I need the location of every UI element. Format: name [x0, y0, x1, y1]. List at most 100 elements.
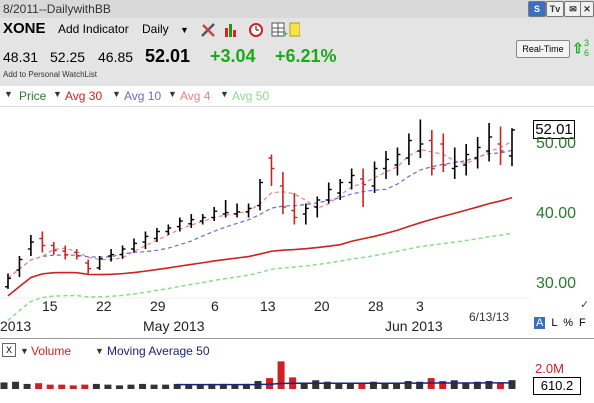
bar-chart-icon[interactable]	[225, 24, 236, 37]
scale-f-button[interactable]: F	[579, 317, 586, 329]
add-to-watchlist-link[interactable]: Add to Personal WatchList	[3, 70, 97, 79]
price-chart[interactable]	[0, 106, 594, 338]
ohlc-bar	[325, 182, 332, 204]
date-tick: 20	[314, 298, 330, 314]
quote-low: 46.85	[98, 49, 134, 65]
ohlc-bar	[108, 249, 115, 262]
volume-bar	[92, 383, 100, 389]
ohlc-bar	[142, 231, 149, 249]
chevron-down-icon[interactable]: ▼	[4, 89, 13, 99]
scale-l-button[interactable]: L	[551, 317, 558, 329]
s-button[interactable]: S	[528, 1, 546, 17]
close-panel-button[interactable]: X	[2, 343, 16, 357]
chevron-down-icon[interactable]: ▼	[53, 89, 62, 99]
volume-bar	[127, 384, 135, 389]
ohlc-bar	[16, 256, 23, 277]
ohlc-bar	[371, 161, 378, 193]
volume-bar	[104, 384, 112, 389]
quote-change: +3.04	[210, 46, 256, 66]
ohlc-bar	[279, 172, 286, 214]
volume-bar	[462, 382, 470, 389]
chevron-down-icon[interactable]: ▼	[95, 346, 104, 356]
legend-avg30[interactable]: Avg 30	[65, 89, 103, 103]
wrench-screwdriver-icon[interactable]	[201, 23, 215, 37]
close-button[interactable]: ✕	[580, 1, 594, 17]
legend-avg50[interactable]: Avg 50	[232, 89, 270, 103]
volume-bar	[150, 384, 158, 389]
volume-bar	[266, 378, 274, 389]
ohlc-bar	[486, 123, 493, 162]
volume-bar	[369, 381, 377, 389]
ohlc-bar	[211, 207, 218, 221]
quote-last: 52.01	[145, 46, 191, 66]
ohlc-bar	[348, 168, 355, 190]
ohlc-bar	[440, 133, 447, 172]
ohlc-bar	[153, 228, 160, 242]
date-tick: 15	[42, 298, 58, 314]
ohlc-bar	[39, 231, 46, 253]
ohlc-bar	[417, 119, 424, 158]
volume-bar	[208, 383, 216, 389]
volume-bar	[439, 381, 447, 389]
tv-button[interactable]: Tv	[546, 1, 564, 17]
ohlc-bar	[360, 168, 367, 207]
date-tick: 28	[368, 298, 384, 314]
volume-bar	[46, 384, 54, 389]
ohlc-bar	[62, 245, 69, 260]
quote-open: 48.31	[3, 49, 39, 65]
alarm-clock-icon[interactable]	[249, 23, 263, 37]
volume-bar	[0, 382, 8, 389]
ohlc-bar	[291, 193, 298, 225]
ohlc-bar	[451, 147, 458, 179]
avg30-line	[7, 196, 513, 297]
chevron-down-icon[interactable]: ▼	[112, 89, 121, 99]
price-tick-40: 40.00	[536, 205, 577, 222]
svg-text:+: +	[283, 29, 288, 39]
volume-legend[interactable]: Volume	[31, 344, 72, 358]
avg10-line	[7, 149, 513, 279]
date-tick: 6	[211, 298, 219, 314]
volume-bar	[139, 383, 147, 389]
date-axis: 15 22 29 6 13 20 28 3 2013 May 2013 Jun …	[0, 296, 530, 336]
ma-legend[interactable]: Moving Average 50	[107, 344, 210, 358]
ohlc-bar	[50, 242, 57, 255]
volume-bar	[393, 382, 401, 389]
ohlc-bar	[5, 273, 11, 289]
month-label: May 2013	[143, 318, 205, 334]
volume-scale-label: 2.0M	[535, 361, 564, 376]
resize-handle-icon[interactable]: ✓	[580, 299, 590, 311]
ohlc-bar	[131, 238, 137, 253]
volume-bar	[416, 381, 424, 389]
legend-avg10[interactable]: Avg 10	[124, 89, 162, 103]
volume-panel: X ▼ Volume ▼ Moving Average 50 2.0M 610.…	[0, 338, 594, 403]
ohlc-bar	[27, 235, 34, 256]
ohlc-bar	[188, 214, 195, 228]
legend-avg4[interactable]: Avg 4	[180, 89, 211, 103]
ohlc-bar	[222, 200, 229, 218]
scale-pct-button[interactable]: %	[563, 317, 573, 329]
period-select[interactable]: Daily ▼	[142, 22, 189, 36]
ohlc-bar	[165, 224, 172, 235]
realtime-button[interactable]: Real-Time	[516, 40, 570, 58]
add-indicator-button[interactable]: Add Indicator	[58, 22, 129, 36]
quote-high: 52.25	[50, 49, 86, 65]
volume-bar	[58, 384, 66, 389]
sticky-note-icon[interactable]	[289, 22, 300, 37]
chevron-down-icon[interactable]: ▼	[220, 89, 229, 99]
chevron-down-icon[interactable]: ▼	[20, 346, 29, 356]
volume-ma-line	[177, 382, 513, 386]
volume-bar	[115, 385, 123, 389]
symbol-input[interactable]: XONE	[3, 20, 46, 37]
date-tick: 3	[416, 298, 424, 314]
ohlc-bar	[302, 203, 309, 225]
ohlc-bar	[509, 128, 515, 167]
date-tick: 29	[150, 298, 166, 314]
chevron-down-icon[interactable]: ▼	[168, 89, 177, 99]
ohlc-bar	[268, 154, 275, 186]
scale-a-button[interactable]: A	[534, 317, 546, 329]
volume-bar	[496, 382, 504, 389]
grid-add-icon[interactable]: +	[271, 22, 288, 39]
ohlc-bar	[85, 259, 92, 274]
volume-bar	[346, 383, 354, 389]
legend-price[interactable]: Price	[19, 89, 47, 103]
